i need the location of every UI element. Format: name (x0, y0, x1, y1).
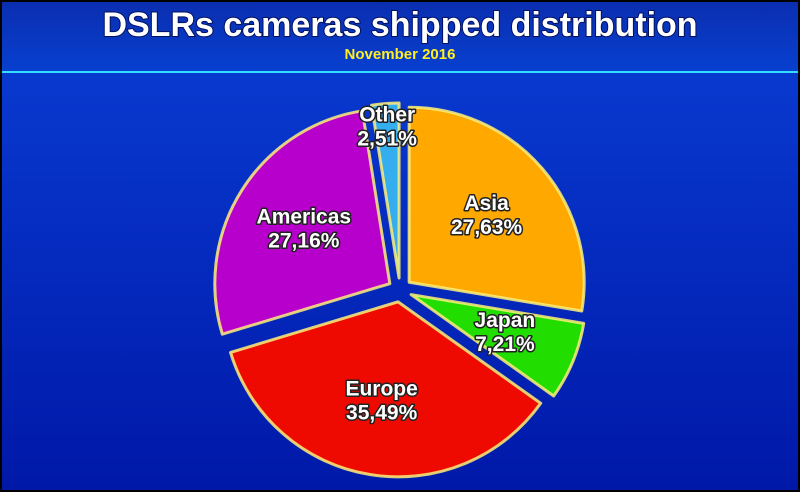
slice-label: Other (359, 104, 415, 127)
pie-slice (409, 293, 586, 398)
pie-slice (229, 300, 543, 479)
chart-title: DSLRs cameras shipped distribution (102, 6, 697, 44)
slice-label: Europe (345, 378, 417, 401)
slice-label: Americas (257, 205, 352, 228)
slice-value-label: 7,21% (475, 333, 535, 356)
pie-slice (370, 101, 401, 280)
slice-value-label: 27,16% (268, 229, 340, 252)
slice-value-label: 27,63% (451, 216, 523, 239)
header-band (2, 2, 798, 72)
slice-label: Asia (464, 192, 509, 215)
slice-value-label: 35,49% (346, 402, 418, 425)
slice-label: Japan (475, 309, 536, 332)
pie-slice (407, 105, 586, 313)
slice-value-label: 2,51% (357, 128, 417, 151)
pie-slice (213, 109, 392, 336)
chart-subtitle: November 2016 (345, 46, 456, 63)
